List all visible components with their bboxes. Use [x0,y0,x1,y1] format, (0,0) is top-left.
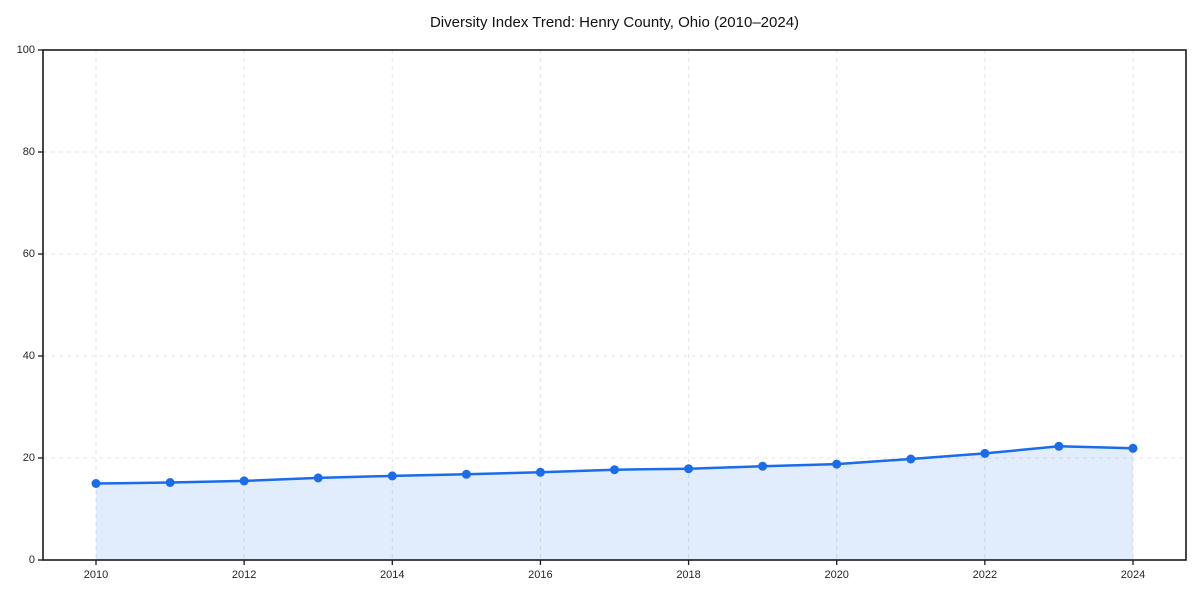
data-point [610,465,619,475]
y-tick-label: 80 [22,146,35,158]
data-point [1054,441,1064,451]
data-point [535,467,545,477]
y-tick-label: 40 [22,350,35,362]
y-tick-label: 60 [22,248,35,260]
data-point [906,454,916,464]
data-point [1128,443,1138,453]
data-point [239,476,249,486]
data-point [165,478,175,487]
x-tick-label: 2022 [972,569,998,581]
x-tick-label: 2018 [676,569,701,581]
x-tick-label: 2016 [528,569,553,581]
plot-border [42,49,1187,561]
data-point [832,459,842,469]
area-fill [96,446,1133,560]
data-point [91,479,101,488]
x-tick-label: 2012 [231,569,257,581]
y-tick-label: 20 [22,452,35,464]
x-tick-label: 2014 [380,569,405,581]
x-tick-label: 2010 [83,569,109,581]
y-tick-label: 0 [28,554,35,566]
data-point [387,471,397,481]
chart-title: Diversity Index Trend: Henry County, Ohi… [429,14,800,31]
data-point [684,464,694,474]
x-tick-label: 2020 [824,569,849,581]
data-point [461,469,471,479]
x-tick-label: 2024 [1120,569,1146,581]
data-point [758,461,768,471]
data-point [980,448,990,458]
y-tick-label: 100 [16,44,35,56]
data-point [313,473,323,483]
